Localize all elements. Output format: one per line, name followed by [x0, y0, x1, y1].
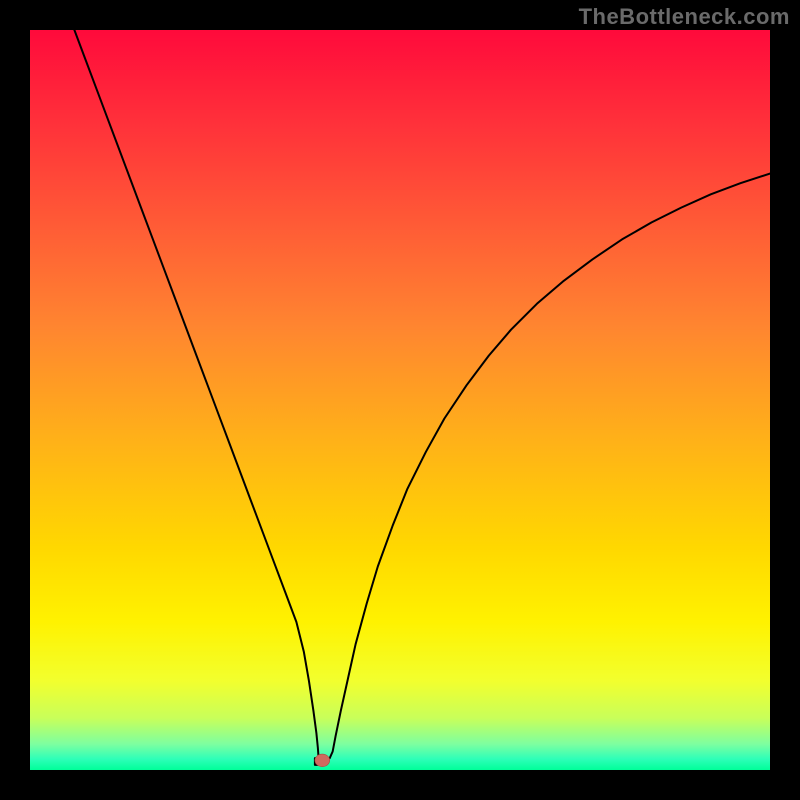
gradient-background: [30, 30, 770, 770]
chart-plot: [30, 30, 770, 770]
minimum-marker: [315, 754, 330, 767]
watermark-text: TheBottleneck.com: [579, 4, 790, 30]
chart-frame: TheBottleneck.com: [0, 0, 800, 800]
